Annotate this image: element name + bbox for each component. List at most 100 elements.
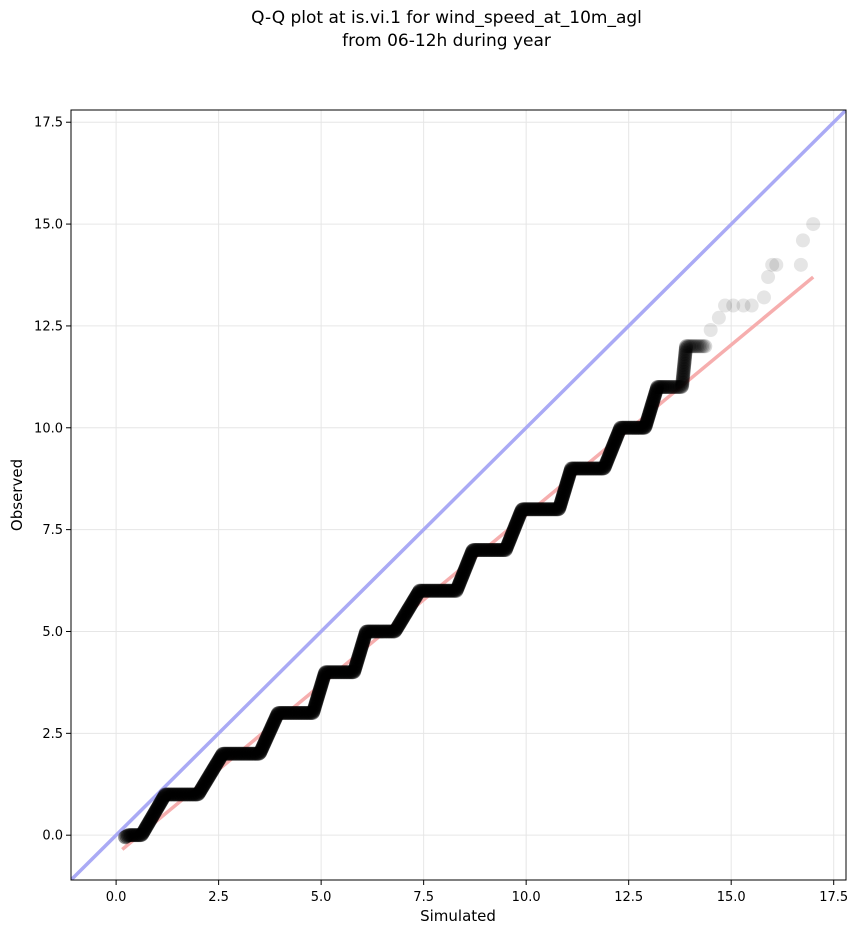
- qq-point: [267, 713, 282, 728]
- y-tick-label: 7.5: [42, 523, 63, 538]
- qq-point: [192, 785, 207, 800]
- qq-point: [606, 438, 621, 453]
- qq-point: [605, 440, 620, 455]
- qq-point: [473, 543, 488, 557]
- qq-point: [493, 543, 508, 557]
- qq-point: [365, 624, 380, 639]
- qq-point: [671, 380, 686, 395]
- qq-point: [528, 502, 543, 517]
- qq-point: [558, 481, 573, 496]
- qq-point: [369, 624, 384, 639]
- qq-point: [391, 619, 406, 634]
- qq-point: [675, 377, 690, 392]
- qq-point: [306, 703, 321, 718]
- qq-point: [348, 661, 363, 676]
- qq-point: [603, 444, 618, 459]
- qq-point: [423, 583, 438, 598]
- qq-point: [212, 752, 227, 767]
- qq-point: [644, 399, 659, 414]
- qq-point: [384, 624, 399, 639]
- x-tick-label: 0.0: [106, 890, 127, 905]
- qq-point: [471, 543, 486, 557]
- qq-point: [185, 787, 200, 802]
- qq-point: [128, 828, 143, 843]
- qq-point: [304, 705, 319, 720]
- qq-point: [658, 380, 673, 395]
- qq-point: [402, 600, 417, 615]
- qq-outlier-point: [769, 257, 784, 272]
- qq-outlier-point: [806, 217, 821, 232]
- qq-point: [309, 693, 324, 708]
- qq-point: [401, 601, 416, 616]
- qq-point: [621, 420, 636, 435]
- qq-point: [409, 589, 424, 604]
- qq-point: [312, 683, 327, 698]
- qq-point: [454, 571, 469, 586]
- qq-point: [675, 371, 690, 386]
- qq-point: [308, 697, 323, 712]
- qq-point: [597, 460, 612, 475]
- qq-point: [284, 705, 299, 720]
- qq-point: [565, 461, 580, 476]
- scatter-points: [118, 217, 821, 845]
- qq-point: [499, 541, 514, 556]
- qq-point: [601, 450, 616, 465]
- qq-point: [676, 369, 691, 384]
- qq-point: [175, 787, 190, 802]
- qq-point: [177, 787, 192, 802]
- qq-point: [186, 787, 201, 802]
- qq-point: [649, 381, 664, 396]
- qq-point: [315, 674, 330, 689]
- identity-line-layer: [71, 110, 846, 880]
- qq-point: [655, 380, 670, 395]
- qq-point: [352, 646, 367, 661]
- qq-point: [474, 543, 489, 557]
- qq-point: [263, 722, 278, 737]
- qq-point: [250, 746, 265, 761]
- qq-point: [334, 665, 349, 680]
- qq-point: [337, 665, 352, 680]
- qq-point: [614, 420, 629, 435]
- qq-point: [495, 543, 510, 557]
- qq-point: [535, 502, 550, 517]
- qq-point: [635, 420, 650, 435]
- qq-point: [302, 705, 317, 720]
- qq-point: [554, 493, 569, 508]
- qq-point: [183, 787, 198, 802]
- qq-point: [564, 461, 579, 476]
- qq-point: [602, 449, 617, 464]
- qq-point: [676, 366, 691, 381]
- qq-point: [693, 339, 708, 354]
- qq-point: [609, 431, 624, 446]
- qq-point: [214, 748, 229, 763]
- qq-point: [204, 764, 219, 779]
- qq-point: [656, 380, 671, 395]
- qq-point: [350, 652, 365, 667]
- qq-point: [418, 583, 433, 598]
- qq-point: [465, 543, 480, 558]
- qq-point: [396, 611, 411, 626]
- qq-point: [203, 766, 218, 781]
- qq-point: [118, 830, 133, 845]
- qq-point: [323, 665, 338, 680]
- qq-point: [389, 622, 404, 637]
- qq-point: [395, 612, 410, 627]
- qq-point: [554, 492, 569, 507]
- qq-point: [254, 741, 269, 756]
- qq-point: [648, 386, 663, 401]
- qq-point: [266, 716, 281, 731]
- qq-point: [651, 380, 666, 395]
- identity-line: [71, 110, 846, 880]
- qq-point: [667, 380, 682, 395]
- qq-point: [606, 437, 621, 452]
- qq-point: [207, 760, 222, 775]
- qq-point: [331, 665, 346, 680]
- qq-point: [481, 543, 496, 557]
- qq-outlier-point: [703, 323, 718, 337]
- qq-point: [464, 545, 479, 560]
- qq-point: [603, 446, 618, 461]
- y-tick-label: 12.5: [34, 319, 63, 334]
- qq-point: [611, 425, 626, 440]
- y-tick-label: 0.0: [42, 829, 63, 844]
- qq-point: [182, 787, 197, 802]
